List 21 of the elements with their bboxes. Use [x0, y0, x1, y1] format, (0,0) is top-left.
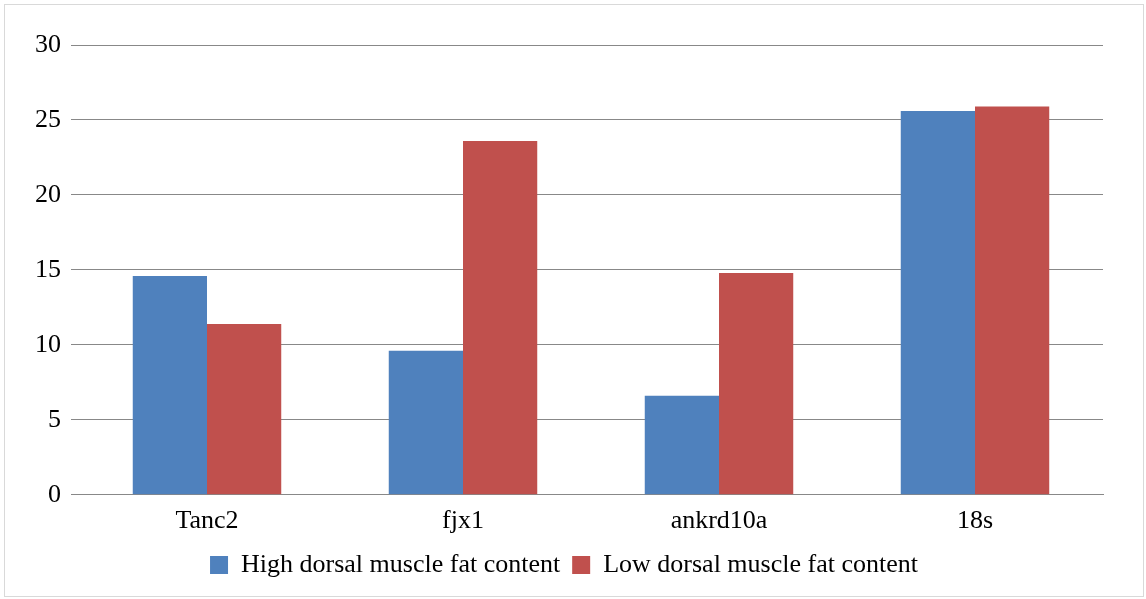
- bar: [463, 140, 538, 495]
- bar: [388, 350, 463, 495]
- y-tick-label: 10: [35, 328, 61, 358]
- y-tick-label: 15: [35, 253, 61, 283]
- bar: [900, 110, 975, 495]
- legend-label: Low dorsal muscle fat content: [603, 548, 919, 578]
- legend-label: High dorsal muscle fat content: [241, 548, 561, 578]
- x-tick-label: Tanc2: [175, 505, 239, 535]
- bar: [132, 275, 207, 495]
- y-tick-label: 25: [35, 103, 61, 133]
- y-tick-label: 20: [35, 178, 61, 208]
- x-tick-label: 18s: [956, 505, 994, 535]
- bar: [644, 395, 719, 495]
- bar: [207, 323, 282, 495]
- x-tick-label: ankrd10a: [670, 505, 768, 535]
- bar: [719, 272, 794, 495]
- x-tick-label: fjx1: [442, 505, 484, 535]
- y-tick-label: 30: [35, 28, 61, 58]
- y-tick-label: 0: [48, 478, 61, 508]
- bar: [975, 106, 1050, 495]
- y-tick-label: 5: [48, 403, 61, 433]
